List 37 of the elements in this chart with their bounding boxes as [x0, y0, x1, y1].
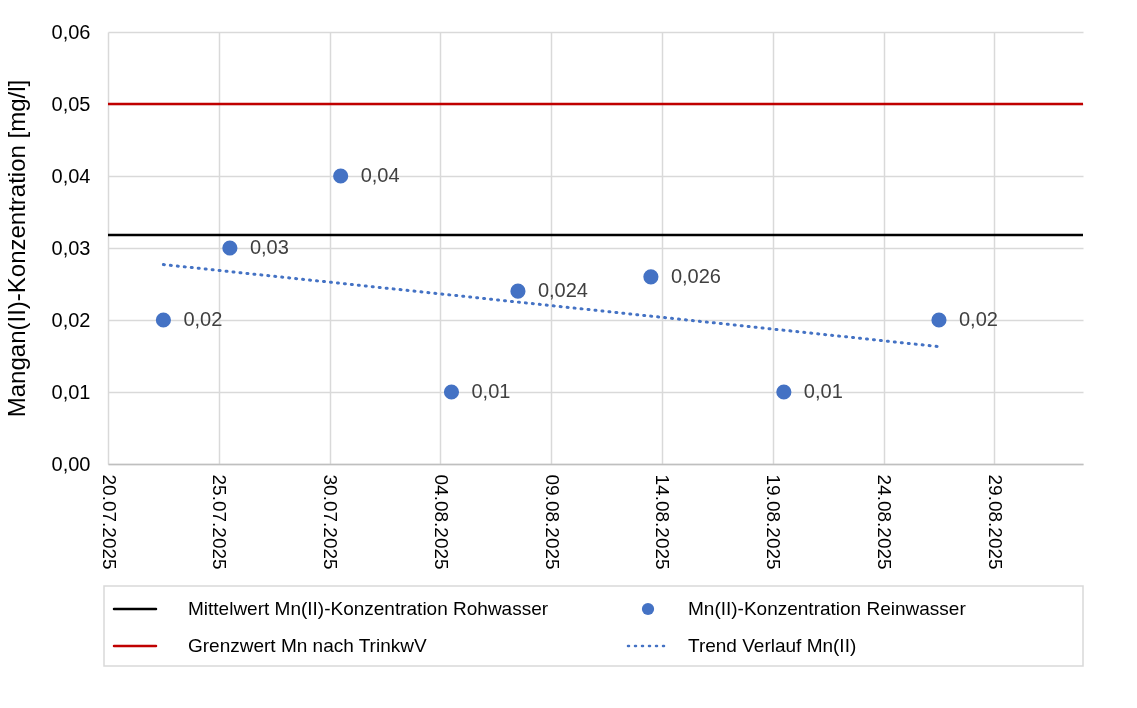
x-tick-label: 24.08.2025	[874, 474, 896, 570]
data-label: 0,03	[249, 236, 289, 258]
x-tick-label: 29.08.2025	[984, 474, 1006, 570]
x-tick-label: 09.08.2025	[541, 474, 563, 570]
data-label: 0,04	[360, 164, 400, 186]
x-tick-label: 19.08.2025	[763, 474, 785, 570]
y-tick-label: 0,02	[51, 308, 91, 331]
y-tick-label: 0,06	[51, 20, 91, 43]
y-tick-label: 0,01	[51, 380, 91, 403]
point	[443, 384, 460, 400]
point	[333, 168, 349, 184]
y-axis-title: Mangan(II)-Konzentration [mg/l]	[2, 79, 30, 418]
legend-label: Mittelwert Mn(II)-Konzentration Rohwasser	[188, 598, 549, 619]
point	[510, 283, 526, 299]
x-tick-label: 14.08.2025	[652, 474, 674, 570]
x-tick-label: 25.07.2025	[209, 474, 231, 570]
data-label: 0,024	[537, 279, 589, 302]
x-tick-label: 20.07.2025	[98, 474, 120, 570]
point	[776, 384, 792, 400]
data-label: 0,02	[183, 308, 223, 330]
y-tick-label: 0,04	[51, 164, 91, 187]
legend-label: Mn(II)-Konzentration Reinwasser	[688, 598, 967, 619]
y-tick-label: 0,00	[51, 452, 91, 475]
data-label: 0,026	[670, 264, 721, 287]
legend-label: Grenzwert Mn nach TrinkwV	[188, 635, 427, 656]
point	[155, 312, 171, 328]
legend-label: Trend Verlauf Mn(II)	[688, 635, 857, 656]
data-label: 0,01	[803, 380, 843, 402]
y-tick-label: 0,05	[51, 92, 91, 115]
point	[222, 240, 238, 256]
point	[643, 269, 659, 285]
point	[931, 312, 947, 328]
data-label: 0,02	[958, 308, 998, 330]
x-tick-label: 30.07.2025	[320, 474, 342, 570]
data-label: 0,01	[471, 380, 511, 402]
y-tick-label: 0,03	[51, 236, 91, 259]
x-tick-label: 04.08.2025	[430, 474, 452, 570]
